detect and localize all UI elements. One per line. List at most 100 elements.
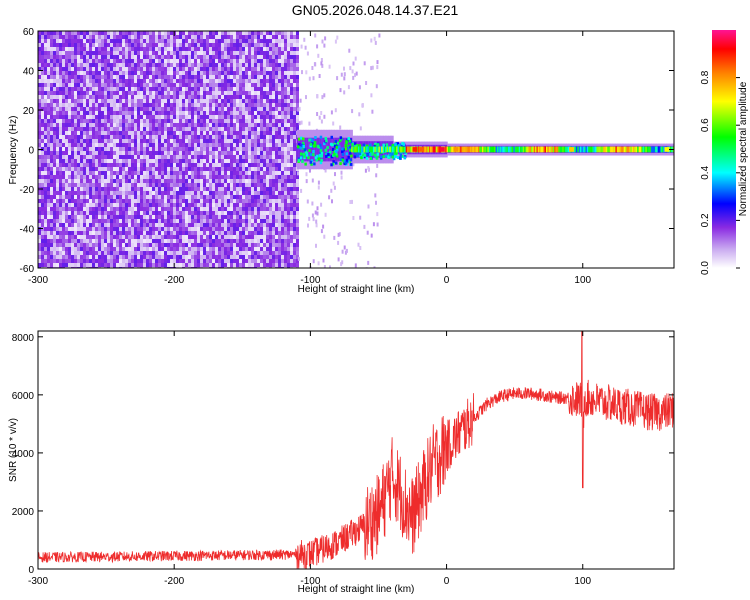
heatmap-cell: [215, 67, 218, 71]
heatmap-cell: [143, 219, 146, 223]
heatmap-cell: [104, 115, 107, 119]
heatmap-cell: [284, 183, 287, 187]
heatmap-cell: [98, 107, 101, 111]
heatmap-cell: [119, 163, 122, 167]
heatmap-cell: [251, 147, 254, 151]
heatmap-cell: [74, 227, 77, 231]
heatmap-cell: [239, 63, 242, 67]
heatmap-cell: [230, 79, 233, 83]
heatmap-cell: [131, 231, 134, 235]
heatmap-cell: [44, 215, 47, 219]
heatmap-cell: [230, 163, 233, 167]
heatmap-cell: [224, 247, 227, 251]
heatmap-cell: [236, 187, 239, 191]
heatmap-cell: [119, 111, 122, 115]
heatmap-cell: [131, 223, 134, 227]
heatmap-cell: [158, 151, 161, 155]
heatmap-cell: [275, 207, 278, 211]
heatmap-cell: [182, 175, 185, 179]
heatmap-cell: [227, 143, 230, 147]
heatmap-cell: [59, 159, 62, 163]
heatmap-cell: [263, 187, 266, 191]
heatmap-cell: [47, 211, 50, 215]
heatmap-cell: [203, 131, 206, 135]
heatmap-cell: [194, 163, 197, 167]
heatmap-cell: [179, 219, 182, 223]
heatmap-cell: [269, 231, 272, 235]
heatmap-cell: [59, 215, 62, 219]
heatmap-cell: [251, 47, 254, 51]
heatmap-cell: [92, 131, 95, 135]
heatmap-cell: [71, 191, 74, 195]
heatmap-cell: [152, 143, 155, 147]
heatmap-cell: [146, 219, 149, 223]
heatmap-cell: [110, 255, 113, 259]
heatmap-cell: [275, 187, 278, 191]
heatmap-cell: [44, 219, 47, 223]
heatmap-cell: [98, 243, 101, 247]
heatmap-cell: [98, 75, 101, 79]
heatmap-cell: [248, 47, 251, 51]
heatmap-cell: [191, 151, 194, 155]
heatmap-cell: [257, 55, 260, 59]
heatmap-cell: [248, 123, 251, 127]
heatmap-cell: [62, 111, 65, 115]
heatmap-cell: [92, 159, 95, 163]
heatmap-cell: [119, 99, 122, 103]
heatmap-cell: [263, 111, 266, 115]
heatmap-cell: [56, 67, 59, 71]
heatmap-cell: [176, 139, 179, 143]
heatmap-cell: [146, 43, 149, 47]
heatmap-cell: [149, 135, 152, 139]
heatmap-cell: [227, 251, 230, 255]
heatmap-cell: [92, 215, 95, 219]
heatmap-cell: [116, 207, 119, 211]
heatmap-cell: [257, 75, 260, 79]
heatmap-cell: [44, 51, 47, 55]
heatmap-cell: [266, 187, 269, 191]
heatmap-cell: [227, 119, 230, 123]
heatmap-cell: [224, 191, 227, 195]
heatmap-cell: [176, 227, 179, 231]
heatmap-cell: [86, 239, 89, 243]
heatmap-cell: [245, 235, 248, 239]
heatmap-cell: [281, 223, 284, 227]
heatmap-cell: [272, 203, 275, 207]
heatmap-cell: [203, 111, 206, 115]
heatmap-cell: [146, 223, 149, 227]
heatmap-cell: [194, 87, 197, 91]
heatmap-cell: [182, 231, 185, 235]
heatmap-cell: [251, 187, 254, 191]
heatmap-cell: [92, 207, 95, 211]
heatmap-cell: [50, 99, 53, 103]
heatmap-cell: [38, 259, 41, 263]
heatmap-cell: [104, 99, 107, 103]
heatmap-cell: [212, 219, 215, 223]
heatmap-cell: [194, 235, 197, 239]
heatmap-cell: [152, 127, 155, 131]
heatmap-cell: [164, 99, 167, 103]
heatmap-cell: [263, 227, 266, 231]
heatmap-cell: [125, 127, 128, 131]
heatmap-cell: [260, 247, 263, 251]
heatmap-cell: [227, 175, 230, 179]
heatmap-cell: [152, 251, 155, 255]
heatmap-cell: [122, 235, 125, 239]
heatmap-cell: [197, 183, 200, 187]
heatmap-cell: [269, 139, 272, 143]
heatmap-cell: [257, 51, 260, 55]
heatmap-cell: [71, 155, 74, 159]
heatmap-cell: [65, 147, 68, 151]
heatmap-cell: [119, 91, 122, 95]
heatmap-cell: [173, 191, 176, 195]
heatmap-cell: [251, 227, 254, 231]
heatmap-cell: [221, 199, 224, 203]
heatmap-cell: [65, 71, 68, 75]
heatmap-cell: [167, 43, 170, 47]
heatmap-cell: [56, 199, 59, 203]
heatmap-cell: [263, 231, 266, 235]
heatmap-cell: [59, 35, 62, 39]
heatmap-cell: [281, 175, 284, 179]
heatmap-cell: [215, 71, 218, 75]
heatmap-cell: [206, 147, 209, 151]
